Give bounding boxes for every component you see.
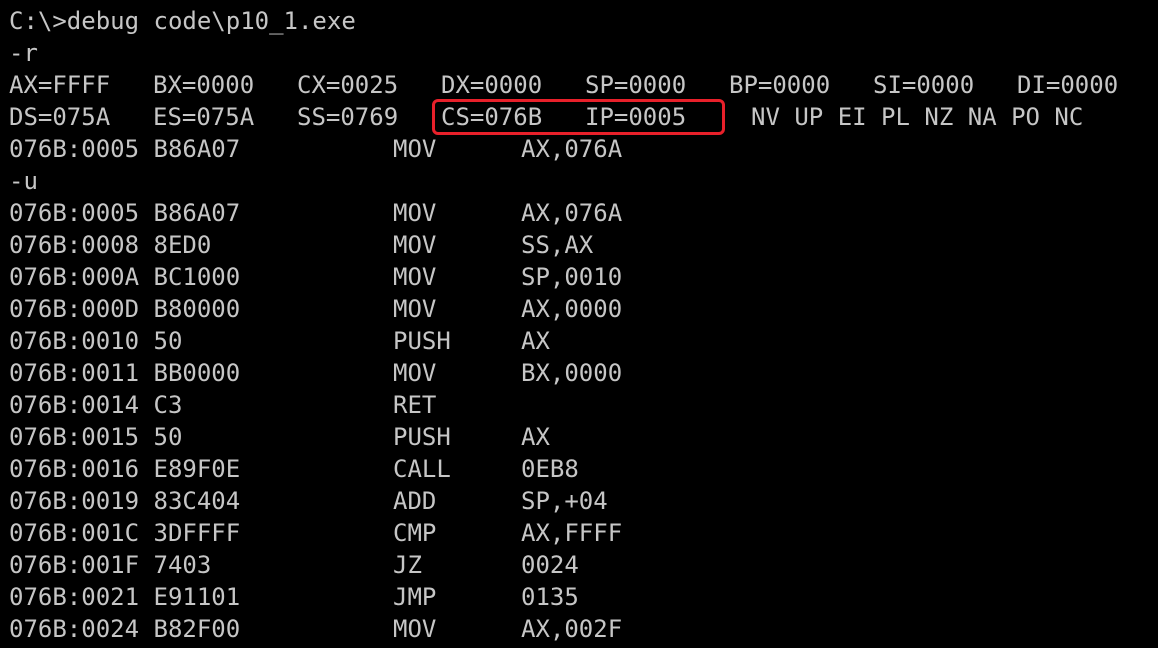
- disassembly-row: 076B:001F 7403 JZ 0024: [9, 549, 1158, 581]
- instruction-mnemonic: CMP: [393, 519, 437, 547]
- instruction-mnemonic: MOV: [393, 199, 437, 227]
- register-ax: AX=FFFF: [9, 71, 111, 99]
- instruction-mnemonic: PUSH: [393, 327, 451, 355]
- instruction-mnemonic: MOV: [393, 231, 437, 259]
- register-bx: BX=0000: [153, 71, 255, 99]
- register-di: DI=0000: [1017, 71, 1119, 99]
- register-cx: CX=0025: [297, 71, 399, 99]
- instruction-operands: AX,FFFF: [521, 519, 623, 547]
- register-ip: IP=0005: [585, 103, 687, 131]
- register-cs: CS=076B: [441, 103, 543, 131]
- instruction-address: 076B:0014 C3: [9, 391, 183, 419]
- register-si: SI=0000: [873, 71, 975, 99]
- instruction-address: 076B:0024 B82F00: [9, 615, 241, 643]
- disassembly-row: 076B:0005 B86A07 MOV AX,076A: [9, 197, 1158, 229]
- register-es: ES=075A: [153, 103, 255, 131]
- disassembly-row: 076B:000A BC1000 MOV SP,0010: [9, 261, 1158, 293]
- instruction-mnemonic: MOV: [393, 263, 437, 291]
- disassembly-row: 076B:0015 50 PUSH AX: [9, 421, 1158, 453]
- disassembly-row: 076B:000D B80000 MOV AX,0000: [9, 293, 1158, 325]
- instruction-operands: SP,0010: [521, 263, 623, 291]
- disassembly-row: 076B:0024 B82F00 MOV AX,002F: [9, 613, 1158, 645]
- command-line: C:\>debug code\p10_1.exe: [9, 7, 356, 35]
- flags: NV UP EI PL NZ NA PO NC: [751, 103, 1084, 131]
- instruction-address: 076B:000D B80000: [9, 295, 241, 323]
- current-instruction: 076B:0005 B86A07 MOV AX,076A: [9, 133, 1158, 165]
- register-sp: SP=0000: [585, 71, 687, 99]
- disassembly-row: 076B:0008 8ED0 MOV SS,AX: [9, 229, 1158, 261]
- instruction-address: 076B:001C 3DFFFF: [9, 519, 241, 547]
- instruction-operands: SP,+04: [521, 487, 608, 515]
- instruction-operands: 0135: [521, 583, 579, 611]
- instruction-mnemonic: MOV: [393, 359, 437, 387]
- instruction-address: 076B:001F 7403: [9, 551, 212, 579]
- register-bp: BP=0000: [729, 71, 831, 99]
- instruction-mnemonic: MOV: [393, 295, 437, 323]
- disassembly-row: 076B:0016 E89F0E CALL 0EB8: [9, 453, 1158, 485]
- instruction-address: 076B:0021 E91101: [9, 583, 241, 611]
- instruction-mnemonic: CALL: [393, 455, 451, 483]
- disassembly-row: 076B:0019 83C404 ADD SP,+04: [9, 485, 1158, 517]
- instruction-mnemonic: PUSH: [393, 423, 451, 451]
- disassembly-row: 076B:0010 50 PUSH AX: [9, 325, 1158, 357]
- disassembly-listing: 076B:0005 B86A07 MOV AX,076A 076B:0008 8ED0…: [9, 197, 1158, 645]
- instruction-operands: AX: [521, 327, 550, 355]
- instruction-operands: 0EB8: [521, 455, 579, 483]
- instruction-operands: BX,0000: [521, 359, 623, 387]
- instruction-mnemonic: MOV: [393, 615, 437, 643]
- unassemble-command: -u: [9, 167, 38, 195]
- instruction-mnemonic: RET: [393, 391, 437, 419]
- instruction-address: 076B:0005 B86A07: [9, 199, 241, 227]
- instruction-address: 076B:0008 8ED0: [9, 231, 212, 259]
- registers-command: -r: [9, 39, 38, 67]
- instruction-mnemonic: ADD: [393, 487, 437, 515]
- instruction-operands: AX,0000: [521, 295, 623, 323]
- instruction-address: 076B:0019 83C404: [9, 487, 241, 515]
- instruction-operands: AX: [521, 423, 550, 451]
- instruction-address: 076B:0010 50: [9, 327, 183, 355]
- disassembly-row: 076B:001C 3DFFFF CMP AX,FFFF: [9, 517, 1158, 549]
- disassembly-row: 076B:0014 C3 RET: [9, 389, 1158, 421]
- current-instruction-operands: AX,076A: [521, 135, 623, 163]
- instruction-operands: SS,AX: [521, 231, 594, 259]
- instruction-mnemonic: JZ: [393, 551, 422, 579]
- highlight-box: CS=076B IP=0005: [432, 99, 725, 135]
- register-ss: SS=0769: [297, 103, 399, 131]
- instruction-address: 076B:0015 50: [9, 423, 183, 451]
- instruction-address: 076B:0016 E89F0E: [9, 455, 241, 483]
- instruction-operands: AX,002F: [521, 615, 623, 643]
- register-dx: DX=0000: [441, 71, 543, 99]
- instruction-address: 076B:000A BC1000: [9, 263, 241, 291]
- current-instruction-addr: 076B:0005 B86A07: [9, 135, 241, 163]
- disassembly-row: 076B:0021 E91101 JMP 0135: [9, 581, 1158, 613]
- instruction-mnemonic: JMP: [393, 583, 437, 611]
- instruction-operands: AX,076A: [521, 199, 623, 227]
- register-row-1: AX=FFFF BX=0000 CX=0025 DX=0000 SP=0000 BP=00…: [9, 69, 1158, 101]
- instruction-address: 076B:0011 BB0000: [9, 359, 241, 387]
- instruction-operands: 0024: [521, 551, 579, 579]
- register-ds: DS=075A: [9, 103, 111, 131]
- register-row-2: DS=075A ES=075A SS=0769 CS=076B IP=0005 NV UP…: [9, 99, 1158, 135]
- current-instruction-mnemonic: MOV: [393, 135, 437, 163]
- disassembly-row: 076B:0011 BB0000 MOV BX,0000: [9, 357, 1158, 389]
